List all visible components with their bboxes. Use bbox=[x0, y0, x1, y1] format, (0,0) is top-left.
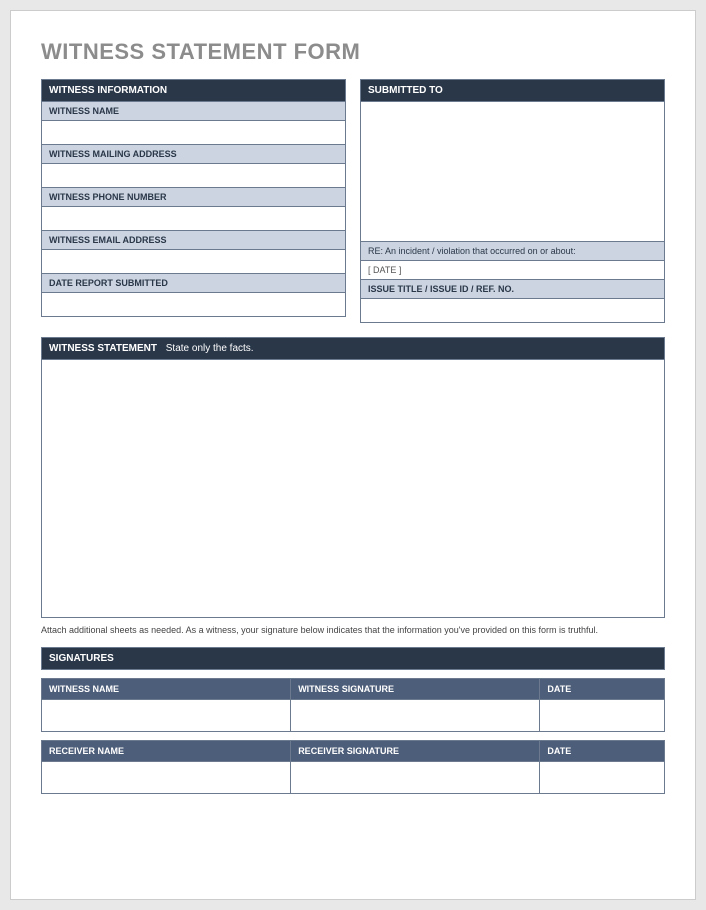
submitted-to-box[interactable] bbox=[360, 102, 665, 242]
incident-date-input[interactable]: [ DATE ] bbox=[360, 261, 665, 280]
statement-section: WITNESS STATEMENT State only the facts. bbox=[41, 337, 665, 618]
statement-header-sub: State only the facts. bbox=[166, 343, 254, 354]
receiver-sig-field[interactable] bbox=[291, 761, 540, 793]
submitted-to-header: SUBMITTED TO bbox=[360, 79, 665, 102]
witness-mailing-label: WITNESS MAILING ADDRESS bbox=[41, 145, 346, 164]
submitted-to-column: SUBMITTED TO RE: An incident / violation… bbox=[360, 79, 665, 323]
witness-name-label: WITNESS NAME bbox=[41, 102, 346, 121]
receiver-name-col: RECEIVER NAME bbox=[42, 740, 291, 761]
date-submitted-input[interactable] bbox=[41, 293, 346, 317]
witness-name-input[interactable] bbox=[41, 121, 346, 145]
date-submitted-label: DATE REPORT SUBMITTED bbox=[41, 274, 346, 293]
signatures-section: SIGNATURES WITNESS NAME WITNESS SIGNATUR… bbox=[41, 647, 665, 794]
top-columns: WITNESS INFORMATION WITNESS NAME WITNESS… bbox=[41, 79, 665, 323]
witness-info-column: WITNESS INFORMATION WITNESS NAME WITNESS… bbox=[41, 79, 346, 323]
witness-sig-field[interactable] bbox=[291, 699, 540, 731]
witness-email-input[interactable] bbox=[41, 250, 346, 274]
witness-sig-col: WITNESS SIGNATURE bbox=[291, 678, 540, 699]
statement-textarea[interactable] bbox=[41, 360, 665, 618]
receiver-date-field[interactable] bbox=[540, 761, 665, 793]
issue-title-label: ISSUE TITLE / ISSUE ID / REF. NO. bbox=[360, 280, 665, 299]
witness-signature-table: WITNESS NAME WITNESS SIGNATURE DATE bbox=[41, 678, 665, 732]
witness-date-field[interactable] bbox=[540, 699, 665, 731]
page-title: WITNESS STATEMENT FORM bbox=[41, 39, 665, 65]
form-page: WITNESS STATEMENT FORM WITNESS INFORMATI… bbox=[10, 10, 696, 900]
attach-note: Attach additional sheets as needed. As a… bbox=[41, 624, 665, 637]
witness-phone-label: WITNESS PHONE NUMBER bbox=[41, 188, 346, 207]
witness-name-col: WITNESS NAME bbox=[42, 678, 291, 699]
witness-email-label: WITNESS EMAIL ADDRESS bbox=[41, 231, 346, 250]
receiver-date-col: DATE bbox=[540, 740, 665, 761]
receiver-signature-table: RECEIVER NAME RECEIVER SIGNATURE DATE bbox=[41, 740, 665, 794]
receiver-sig-col: RECEIVER SIGNATURE bbox=[291, 740, 540, 761]
re-incident-label: RE: An incident / violation that occurre… bbox=[360, 242, 665, 261]
statement-header-label: WITNESS STATEMENT bbox=[49, 343, 157, 354]
receiver-name-field[interactable] bbox=[42, 761, 291, 793]
witness-name-field[interactable] bbox=[42, 699, 291, 731]
witness-phone-input[interactable] bbox=[41, 207, 346, 231]
witness-date-col: DATE bbox=[540, 678, 665, 699]
signatures-header: SIGNATURES bbox=[41, 647, 665, 670]
statement-header: WITNESS STATEMENT State only the facts. bbox=[41, 337, 665, 360]
witness-info-header: WITNESS INFORMATION bbox=[41, 79, 346, 102]
issue-title-input[interactable] bbox=[360, 299, 665, 323]
witness-mailing-input[interactable] bbox=[41, 164, 346, 188]
